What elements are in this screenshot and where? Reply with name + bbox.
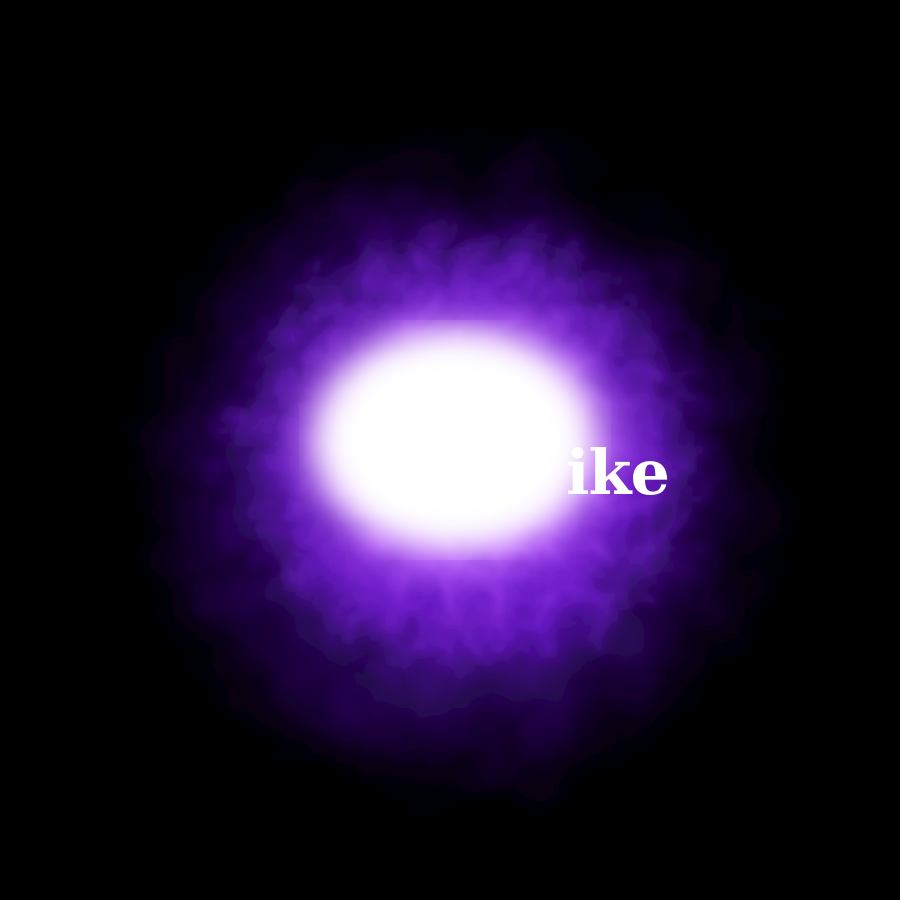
bright-core-layer (285, 310, 625, 570)
overlay-text: ike (566, 436, 670, 509)
